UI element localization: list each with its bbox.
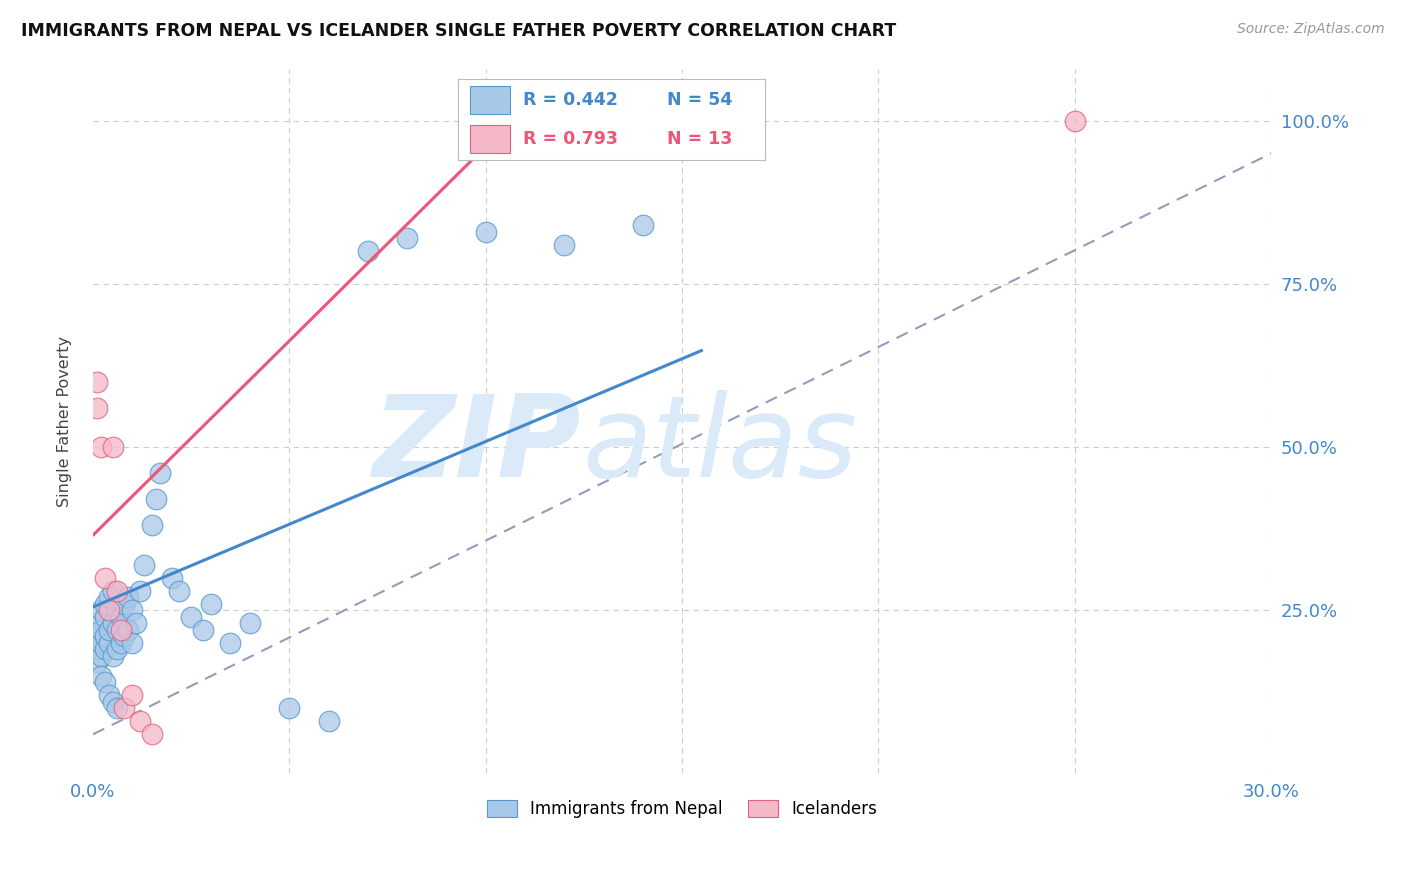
- Point: [278, 701, 301, 715]
- Point: [239, 616, 262, 631]
- Point: [97, 636, 120, 650]
- Point: [97, 623, 120, 637]
- Point: [105, 701, 128, 715]
- Point: [149, 466, 172, 480]
- Point: [110, 636, 132, 650]
- Point: [112, 701, 135, 715]
- Point: [97, 591, 120, 605]
- Point: [90, 648, 112, 663]
- Point: [94, 609, 117, 624]
- Point: [396, 231, 419, 245]
- Point: [141, 518, 163, 533]
- Point: [90, 623, 112, 637]
- Point: [121, 636, 143, 650]
- Point: [132, 558, 155, 572]
- Point: [129, 583, 152, 598]
- Point: [101, 440, 124, 454]
- Point: [318, 714, 340, 729]
- Point: [1063, 113, 1085, 128]
- Point: [94, 675, 117, 690]
- Point: [94, 629, 117, 643]
- Point: [160, 571, 183, 585]
- Point: [94, 642, 117, 657]
- Point: [101, 616, 124, 631]
- Text: atlas: atlas: [582, 390, 858, 501]
- Point: [110, 623, 132, 637]
- Point: [86, 616, 108, 631]
- Point: [101, 695, 124, 709]
- Point: [180, 609, 202, 624]
- Point: [94, 597, 117, 611]
- Point: [145, 492, 167, 507]
- Point: [121, 603, 143, 617]
- Point: [110, 609, 132, 624]
- Y-axis label: Single Father Poverty: Single Father Poverty: [58, 335, 72, 507]
- Text: IMMIGRANTS FROM NEPAL VS ICELANDER SINGLE FATHER POVERTY CORRELATION CHART: IMMIGRANTS FROM NEPAL VS ICELANDER SINGL…: [21, 22, 897, 40]
- Point: [117, 623, 139, 637]
- Point: [474, 225, 496, 239]
- Point: [112, 629, 135, 643]
- Point: [86, 401, 108, 415]
- Point: [90, 636, 112, 650]
- Point: [90, 668, 112, 682]
- Point: [631, 218, 654, 232]
- Point: [121, 688, 143, 702]
- Point: [90, 603, 112, 617]
- Point: [191, 623, 214, 637]
- Text: Source: ZipAtlas.com: Source: ZipAtlas.com: [1237, 22, 1385, 37]
- Point: [97, 688, 120, 702]
- Point: [125, 616, 148, 631]
- Point: [86, 629, 108, 643]
- Point: [86, 375, 108, 389]
- Point: [86, 656, 108, 670]
- Point: [105, 642, 128, 657]
- Point: [94, 571, 117, 585]
- Point: [90, 440, 112, 454]
- Text: ZIP: ZIP: [374, 390, 582, 501]
- Point: [97, 603, 120, 617]
- Point: [129, 714, 152, 729]
- Point: [141, 727, 163, 741]
- Point: [112, 597, 135, 611]
- Point: [105, 603, 128, 617]
- Point: [219, 636, 242, 650]
- Point: [169, 583, 191, 598]
- Point: [105, 623, 128, 637]
- Legend: Immigrants from Nepal, Icelanders: Immigrants from Nepal, Icelanders: [481, 794, 884, 825]
- Point: [200, 597, 222, 611]
- Point: [101, 648, 124, 663]
- Point: [86, 642, 108, 657]
- Point: [105, 583, 128, 598]
- Point: [357, 244, 380, 259]
- Point: [553, 237, 575, 252]
- Point: [117, 591, 139, 605]
- Point: [101, 583, 124, 598]
